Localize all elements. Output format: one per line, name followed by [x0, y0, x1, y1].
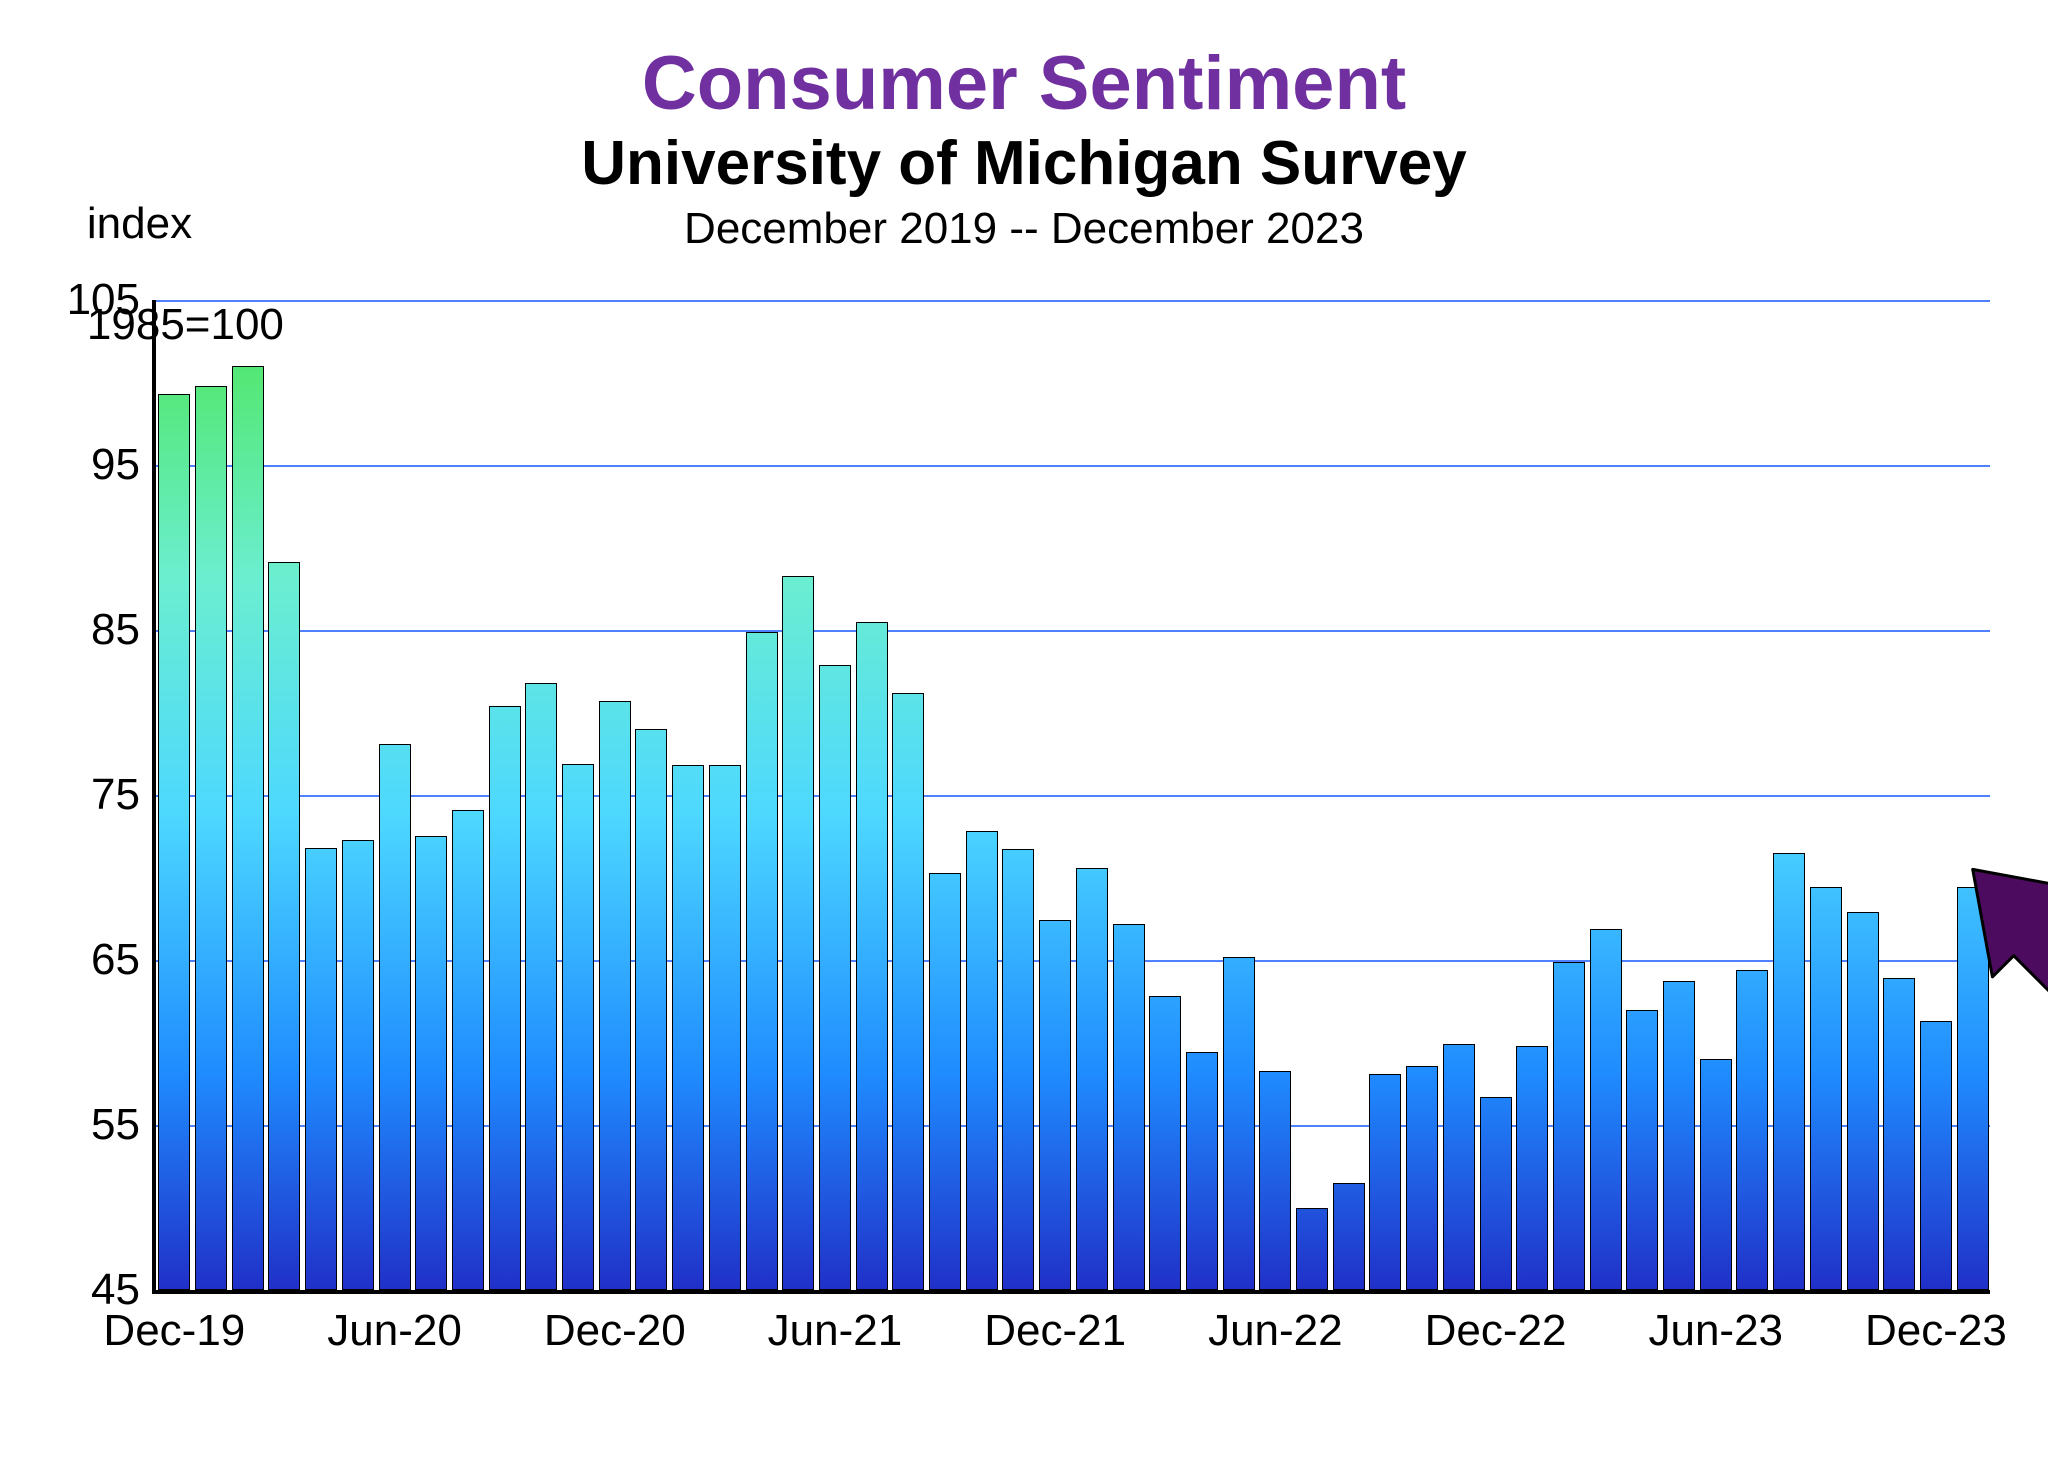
chart-subtitle: University of Michigan Survey [0, 128, 2048, 199]
x-tick-label: Dec-23 [1865, 1306, 2007, 1356]
bar [1149, 996, 1181, 1290]
x-tick-label: Dec-22 [1425, 1306, 1567, 1356]
bar [1113, 924, 1145, 1290]
y-tick-label: 95 [0, 440, 140, 490]
bar [1590, 929, 1622, 1290]
bar [1223, 957, 1255, 1290]
bar [305, 848, 337, 1290]
x-tick-label: Jun-21 [768, 1306, 903, 1356]
plot-area [156, 300, 1990, 1290]
chart-date-range: December 2019 -- December 2023 [0, 204, 2048, 254]
bar [856, 622, 888, 1290]
bar [1076, 868, 1108, 1290]
bar [1626, 1010, 1658, 1291]
bar [195, 386, 227, 1290]
x-tick-label: Dec-20 [544, 1306, 686, 1356]
bar [1186, 1052, 1218, 1290]
bar [1516, 1046, 1548, 1290]
bar [1810, 887, 1842, 1290]
gridline [156, 300, 1990, 302]
gridline [156, 465, 1990, 467]
bar [525, 683, 557, 1290]
x-tick-label: Jun-20 [327, 1306, 462, 1356]
y-tick-label: 55 [0, 1100, 140, 1150]
bar [158, 394, 190, 1290]
bar [1406, 1066, 1438, 1290]
bar [929, 873, 961, 1290]
x-tick-label: Jun-23 [1648, 1306, 1783, 1356]
gridline [156, 630, 1990, 632]
y-axis-line [152, 300, 156, 1294]
bar [819, 665, 851, 1290]
gridline [156, 795, 1990, 797]
x-tick-label: Dec-19 [103, 1306, 245, 1356]
bar [635, 729, 667, 1290]
y-axis-desc-line1: index [87, 199, 192, 248]
bar [562, 764, 594, 1290]
bar [1480, 1097, 1512, 1290]
bar [1663, 981, 1695, 1290]
chart-title: Consumer Sentiment [0, 40, 2048, 127]
bar [1296, 1208, 1328, 1291]
bar [599, 701, 631, 1290]
bar [489, 706, 521, 1290]
bar [1369, 1074, 1401, 1290]
bar [709, 765, 741, 1290]
bar [1773, 853, 1805, 1290]
bar [672, 765, 704, 1290]
bar [782, 576, 814, 1290]
bar [1847, 912, 1879, 1290]
bar [1700, 1059, 1732, 1290]
y-tick-label: 105 [0, 275, 140, 325]
bar [1333, 1183, 1365, 1290]
bar [379, 744, 411, 1290]
bar [746, 632, 778, 1290]
chart-stage: Consumer Sentiment University of Michiga… [0, 0, 2048, 1475]
bar [232, 366, 264, 1290]
y-tick-label: 85 [0, 605, 140, 655]
bar [342, 840, 374, 1290]
bar [1957, 887, 1989, 1290]
bar [1259, 1071, 1291, 1290]
bar [1553, 962, 1585, 1290]
x-axis-line [152, 1290, 1990, 1294]
bar [1736, 970, 1768, 1290]
bar [452, 810, 484, 1290]
bar [966, 831, 998, 1290]
bar [892, 693, 924, 1290]
y-tick-label: 75 [0, 770, 140, 820]
bar [1039, 920, 1071, 1290]
bar [268, 562, 300, 1290]
bar [1883, 978, 1915, 1290]
bar [1443, 1044, 1475, 1290]
y-tick-label: 65 [0, 935, 140, 985]
bar [415, 836, 447, 1290]
x-tick-label: Jun-22 [1208, 1306, 1343, 1356]
x-tick-label: Dec-21 [984, 1306, 1126, 1356]
bar [1920, 1021, 1952, 1290]
bar [1002, 849, 1034, 1290]
